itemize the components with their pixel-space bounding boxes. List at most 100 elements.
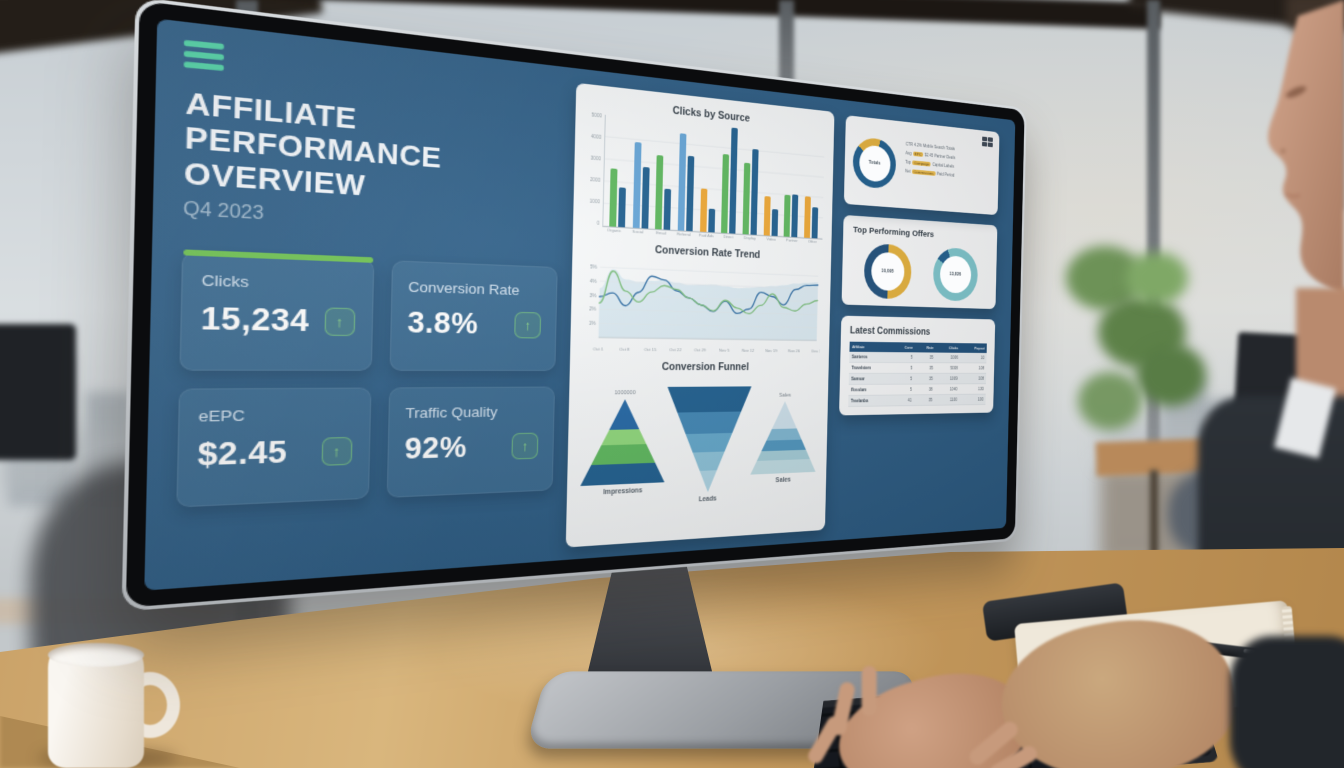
icon-dot	[988, 137, 993, 142]
table-cell: 41	[890, 394, 915, 406]
funnel-segment	[751, 401, 817, 429]
table-cell: 35	[914, 373, 936, 385]
bar-group	[804, 135, 820, 239]
menu-bar-icon	[183, 50, 224, 61]
column-header: Payout	[960, 343, 987, 354]
summary-legend: CTR 4.2% Mobile Search Totals Avg EPC $2.45…	[905, 140, 993, 184]
funnel-segment	[666, 451, 750, 473]
gridline	[600, 267, 818, 276]
table-cell: Samsar	[848, 373, 892, 385]
table-cell: 5	[891, 373, 915, 385]
bar-group	[763, 131, 779, 237]
metric-card-clicks: Clicks 15,234 ↑	[179, 251, 374, 371]
source-bar-primary	[721, 154, 730, 234]
funnel-shape	[580, 399, 666, 486]
trend-x-label: Oct 1	[593, 346, 604, 351]
summary-stats-card: Totals CTR 4.2% Mobile Search Totals Avg E…	[843, 115, 1000, 216]
offer-donut-value: 10,095	[881, 268, 894, 275]
column-header: Affiliate	[849, 341, 893, 353]
source-bar-secondary	[686, 155, 695, 232]
dashboard-left-column: AFFILIATE PERFORMANCE OVERVIEW Q4 2023 C…	[175, 39, 562, 574]
source-bar-secondary	[791, 194, 799, 238]
bar-group	[783, 133, 800, 238]
trend-axis-tick: 4%	[590, 279, 598, 285]
offer-donut: 10,095	[863, 242, 912, 300]
chart-title-conversion-funnel: Conversion Funnel	[661, 361, 749, 373]
metric-card-traffic-quality: Traffic Quality 92% ↑	[386, 386, 556, 499]
metric-card-eepc: eEPC $2.45 ↑	[176, 387, 371, 508]
bar-group	[632, 118, 650, 229]
table-cell: 35	[913, 394, 935, 406]
bar-group	[677, 122, 695, 232]
lips	[1284, 193, 1301, 198]
funnel-shape	[665, 386, 751, 494]
table-cell: 35	[914, 352, 936, 363]
funnel-bottom-label: Impressions	[603, 487, 643, 497]
funnel-segment	[751, 428, 816, 441]
stats-grid-icon	[981, 136, 993, 148]
table-cell: Travelstem	[848, 362, 892, 374]
trend-axis-tick: 1%	[589, 321, 597, 327]
finger	[861, 665, 877, 716]
source-bar-primary	[632, 141, 642, 229]
funnel-stage: Sales Sales	[750, 393, 817, 486]
trend-axis-tick: 3%	[589, 293, 597, 299]
source-bar-primary	[763, 195, 771, 236]
source-bar-primary	[699, 188, 708, 232]
table-cell: 5008	[935, 362, 961, 374]
column-header: Rate	[915, 342, 936, 353]
metric-card-conversion-rate: Conversion Rate 3.8% ↑	[388, 260, 558, 372]
charts-panel: Clicks by Source 5000 4000 3000 2000 1000 0 O…	[565, 82, 835, 548]
legend-text: $2.45 Partner Deals	[924, 152, 956, 161]
metric-label: eEPC	[198, 406, 246, 426]
offer-donut-value: 13,826	[949, 271, 962, 278]
coffee-mug	[48, 643, 144, 768]
table-cell: 1040	[934, 383, 960, 395]
source-bar-primary	[804, 196, 811, 238]
table-cell: 100	[959, 394, 986, 405]
funnel-stage: Leads	[665, 378, 752, 505]
legend-text: Capital Labels	[932, 162, 955, 169]
table-cell: Santeros	[849, 351, 892, 363]
hamburger-menu[interactable]	[183, 39, 224, 71]
table-cell: 1009	[934, 373, 960, 384]
card-title: Top Performing Offers	[852, 224, 935, 240]
trend-up-icon: ↑	[323, 307, 355, 337]
dashboard-right-column: Totals CTR 4.2% Mobile Search Totals Avg E…	[836, 113, 1000, 529]
legend-text: Paid Period	[936, 171, 955, 178]
table-cell: 5	[890, 384, 915, 396]
bar-axis-tick: 1000	[589, 198, 600, 205]
bar-axis-tick: 3000	[590, 155, 601, 162]
bar-group	[742, 129, 759, 235]
funnel-segment	[582, 399, 667, 431]
legend-text: Top	[905, 159, 912, 165]
source-bar-primary	[609, 168, 618, 227]
page-title: AFFILIATE PERFORMANCE OVERVIEW	[183, 85, 561, 214]
table-cell: 130	[959, 383, 986, 395]
nostril	[1280, 148, 1286, 154]
legend-highlight: Campaign	[912, 160, 931, 167]
trend-x-label: Nov 5	[719, 348, 730, 353]
funnel-bottom-label: Leads	[698, 495, 717, 504]
top-offers-card: Top Performing Offers 10,095 13,826	[841, 214, 998, 310]
trend-up-icon: ↑	[511, 432, 539, 460]
table-row: Treelanba 41 35 1100 100	[848, 394, 986, 407]
funnel-segment	[666, 432, 750, 453]
metric-label: Traffic Quality	[405, 403, 498, 422]
source-bar-secondary	[729, 127, 739, 234]
table-cell: 10	[960, 352, 987, 363]
table-cell: 1006	[935, 352, 961, 363]
person-face	[1238, 0, 1344, 344]
funnel-shape	[750, 401, 817, 475]
plant	[1126, 252, 1188, 304]
icon-dot	[982, 136, 988, 142]
trend-x-label: Oct 22	[669, 347, 682, 352]
funnel-segment	[581, 429, 665, 446]
metric-value: 3.8%	[407, 306, 479, 340]
table-cell: 35	[914, 362, 936, 374]
mug-rim	[48, 643, 144, 667]
table-cell: Rosslam	[848, 384, 892, 396]
source-bar-primary	[655, 154, 664, 230]
source-bar-secondary	[707, 208, 715, 233]
